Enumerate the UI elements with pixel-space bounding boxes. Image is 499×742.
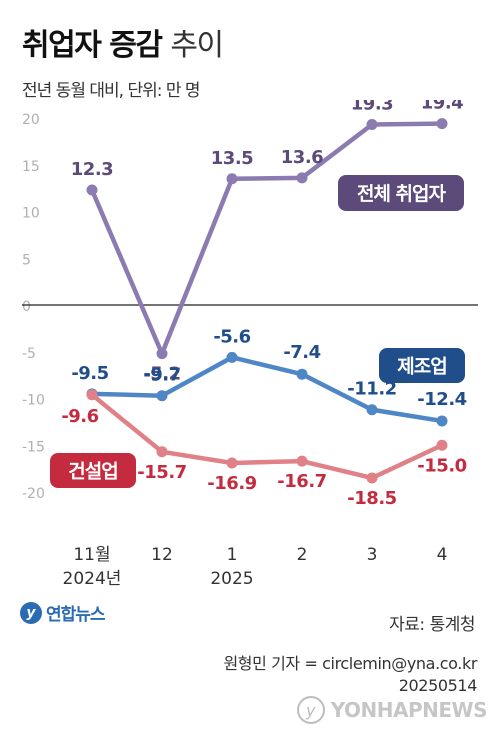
y-tick-label: 10 <box>22 206 40 222</box>
x-tick-label: 1 <box>227 545 238 565</box>
credit: 원형민 기자 = circlemin@yna.co.kr 20250514 <box>223 653 477 697</box>
y-tick-label: 5 <box>22 252 31 268</box>
constr-data-label: -16.7 <box>277 471 326 492</box>
y-tick-label: -20 <box>22 486 45 502</box>
y-tick-label: -5 <box>22 346 36 362</box>
constr-data-point <box>86 389 98 401</box>
constr-data-point <box>436 439 448 451</box>
total-data-label: 19.3 <box>351 100 393 115</box>
constr-data-label: -15.0 <box>417 455 466 476</box>
x-year-label: 2024년 <box>63 569 122 589</box>
total-data-label: 13.6 <box>281 147 323 168</box>
mfg-data-label: -7.4 <box>283 342 320 363</box>
y-tick-label: -15 <box>22 439 45 455</box>
constr-data-point <box>366 472 378 484</box>
constr-data-label: -9.6 <box>61 406 98 427</box>
mfg-data-point <box>366 404 378 416</box>
credit-date: 20250514 <box>398 676 478 695</box>
total-data-point <box>296 172 308 184</box>
mfg-data-label: -12.4 <box>417 389 466 410</box>
mfg-data-point <box>226 351 238 363</box>
chart-subtitle: 전년 동월 대비, 단위: 만 명 <box>22 81 201 101</box>
watermark-text: YONHAPNEWS <box>330 698 488 722</box>
total-data-point <box>156 348 168 360</box>
title-bold: 취업자 증감 <box>22 28 163 63</box>
chart-title: 취업자 증감 추이 <box>22 20 224 64</box>
mfg-data-label: -11.2 <box>347 379 396 400</box>
mfg-data-label: -5.6 <box>213 326 250 347</box>
total-data-label: 13.5 <box>211 148 253 169</box>
constr-legend-label: 건설업 <box>68 461 117 483</box>
mfg-data-point <box>296 368 308 380</box>
data-source: 자료: 통계청 <box>389 615 475 635</box>
constr-data-point <box>296 455 308 467</box>
mfg-data-label: -9.5 <box>71 363 108 384</box>
y-tick-label: 20 <box>22 112 40 128</box>
x-tick-label: 4 <box>437 545 448 565</box>
y-tick-label: 0 <box>22 299 31 315</box>
yonhap-logo: y 연합뉴스 <box>20 600 106 625</box>
total-data-label: -5.2 <box>143 364 180 385</box>
line-chart: 20 15 10 5 0 -5 -10 -15 -20 11월 2024년 12 1 2025 2 3 4 12.… <box>22 100 478 589</box>
constr-data-label: -16.9 <box>207 473 256 494</box>
constr-data-point <box>156 446 168 458</box>
mfg-data-label: -9.7 <box>143 365 180 386</box>
constr-data-label: -18.5 <box>347 488 396 509</box>
constr-legend-badge <box>50 453 136 488</box>
total-legend-label: 전체 취업자 <box>357 183 447 205</box>
constr-data-point <box>226 457 238 469</box>
total-legend-badge <box>338 175 464 211</box>
credit-reporter: 원형민 기자 = circlemin@yna.co.kr <box>223 654 477 673</box>
yonhap-logo-text: 연합뉴스 <box>46 605 106 625</box>
total-data-label: 12.3 <box>71 159 113 180</box>
mfg-legend-label: 제조업 <box>397 356 446 378</box>
total-series-line <box>89 121 445 356</box>
yonhap-logo-icon: y <box>20 601 42 624</box>
x-tick-label: 11월 <box>73 545 110 565</box>
total-data-point <box>86 184 98 196</box>
watermark: y YONHAPNEWS <box>296 696 488 724</box>
watermark-icon: y <box>296 696 325 724</box>
total-data-label: 19.4 <box>421 100 463 114</box>
constr-series-line <box>89 392 445 481</box>
total-data-point <box>436 118 448 130</box>
total-data-point <box>366 119 378 131</box>
total-data-point <box>226 173 238 185</box>
mfg-data-point <box>156 390 168 402</box>
y-tick-label: -10 <box>22 393 45 409</box>
title-light: 추이 <box>170 28 224 63</box>
x-tick-label: 12 <box>151 545 173 565</box>
constr-data-label: -15.7 <box>137 462 186 483</box>
x-year-label: 2025 <box>210 569 253 589</box>
mfg-data-point <box>436 415 448 427</box>
mfg-series-line <box>89 355 445 424</box>
y-tick-label: 15 <box>22 159 40 175</box>
x-tick-label: 2 <box>297 545 308 565</box>
x-tick-label: 3 <box>367 545 378 565</box>
mfg-legend-badge <box>379 348 465 383</box>
